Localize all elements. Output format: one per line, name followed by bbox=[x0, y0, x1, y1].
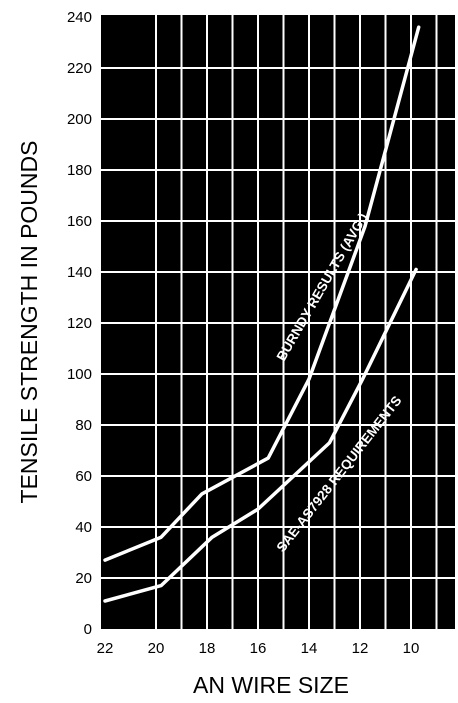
y-tick-label: 220 bbox=[67, 60, 92, 77]
y-tick-label: 60 bbox=[75, 468, 92, 485]
grid bbox=[101, 15, 455, 629]
x-tick-label: 12 bbox=[352, 640, 369, 657]
x-tick-label: 20 bbox=[148, 640, 165, 657]
y-tick-label: 0 bbox=[84, 621, 92, 638]
x-tick-label: 18 bbox=[199, 640, 216, 657]
y-axis-title: TENSILE STRENGTH IN POUNDS bbox=[16, 141, 42, 504]
x-tick-label: 16 bbox=[250, 640, 267, 657]
y-tick-label: 100 bbox=[67, 366, 92, 383]
x-axis-ticks: 22 20 18 16 14 12 10 bbox=[97, 640, 420, 657]
y-tick-label: 140 bbox=[67, 264, 92, 281]
y-tick-label: 120 bbox=[67, 315, 92, 332]
y-tick-label: 200 bbox=[67, 111, 92, 128]
x-tick-label: 10 bbox=[403, 640, 420, 657]
y-tick-label: 240 bbox=[67, 9, 92, 26]
y-tick-label: 180 bbox=[67, 162, 92, 179]
y-tick-label: 20 bbox=[75, 570, 92, 587]
y-axis-ticks: 0 20 40 60 80 100 120 140 160 180 200 220 240 bbox=[67, 9, 92, 638]
x-axis-title: AN WIRE SIZE bbox=[193, 672, 349, 698]
series-line-1 bbox=[103, 267, 418, 603]
x-tick-label: 22 bbox=[97, 640, 114, 657]
series-group bbox=[103, 25, 421, 603]
y-tick-label: 80 bbox=[75, 417, 92, 434]
y-tick-label: 40 bbox=[75, 519, 92, 536]
y-tick-label: 160 bbox=[67, 213, 92, 230]
series-line-0 bbox=[103, 25, 421, 562]
x-tick-label: 14 bbox=[301, 640, 318, 657]
